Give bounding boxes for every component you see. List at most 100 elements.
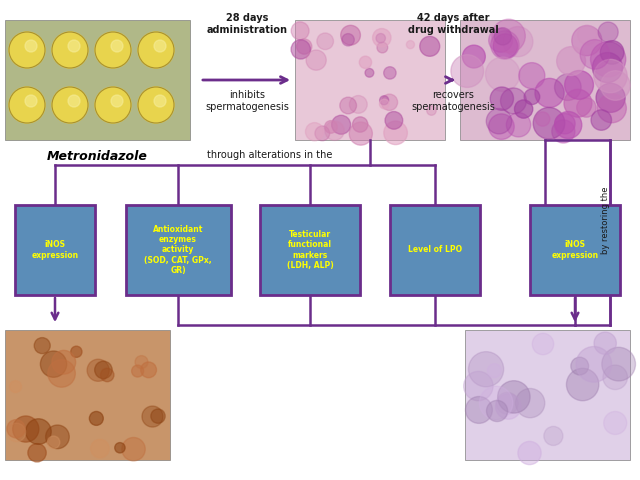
Circle shape bbox=[464, 372, 493, 401]
Circle shape bbox=[518, 442, 541, 465]
Text: iNOS
expression: iNOS expression bbox=[552, 240, 598, 260]
Circle shape bbox=[497, 392, 518, 414]
Circle shape bbox=[142, 406, 163, 427]
Circle shape bbox=[420, 36, 440, 56]
Circle shape bbox=[591, 42, 626, 77]
Circle shape bbox=[451, 55, 484, 87]
Circle shape bbox=[384, 67, 396, 79]
Circle shape bbox=[95, 361, 112, 379]
Circle shape bbox=[132, 365, 143, 377]
Circle shape bbox=[340, 97, 356, 114]
Circle shape bbox=[28, 444, 46, 462]
Circle shape bbox=[535, 78, 564, 108]
Circle shape bbox=[95, 87, 131, 123]
Circle shape bbox=[52, 32, 88, 68]
Circle shape bbox=[598, 22, 618, 42]
Circle shape bbox=[519, 62, 545, 89]
Circle shape bbox=[554, 74, 581, 100]
Circle shape bbox=[479, 386, 513, 420]
Circle shape bbox=[486, 108, 512, 134]
Text: spermatogenesis: spermatogenesis bbox=[205, 102, 289, 112]
Text: 28 days: 28 days bbox=[226, 13, 268, 23]
Bar bbox=[460, 20, 630, 140]
Circle shape bbox=[494, 28, 511, 45]
Circle shape bbox=[26, 419, 51, 444]
Circle shape bbox=[488, 364, 501, 378]
Circle shape bbox=[555, 111, 582, 139]
Bar bbox=[465, 330, 630, 460]
Circle shape bbox=[486, 57, 520, 91]
Circle shape bbox=[580, 40, 610, 69]
Circle shape bbox=[52, 87, 88, 123]
Circle shape bbox=[154, 95, 166, 107]
Circle shape bbox=[87, 359, 109, 381]
Circle shape bbox=[600, 41, 624, 64]
Circle shape bbox=[536, 112, 550, 126]
Circle shape bbox=[40, 351, 67, 377]
Circle shape bbox=[515, 100, 532, 118]
Circle shape bbox=[48, 360, 76, 387]
Circle shape bbox=[100, 368, 114, 382]
Bar bbox=[295, 20, 445, 140]
Circle shape bbox=[603, 365, 627, 390]
Circle shape bbox=[349, 122, 372, 145]
Circle shape bbox=[493, 34, 518, 58]
Circle shape bbox=[491, 31, 519, 59]
Circle shape bbox=[427, 106, 436, 115]
Circle shape bbox=[91, 439, 109, 458]
Circle shape bbox=[557, 47, 586, 75]
Circle shape bbox=[596, 84, 625, 112]
Circle shape bbox=[593, 52, 623, 83]
Circle shape bbox=[576, 347, 612, 382]
Circle shape bbox=[315, 126, 330, 141]
Circle shape bbox=[317, 33, 333, 49]
Circle shape bbox=[111, 40, 123, 52]
Circle shape bbox=[9, 87, 45, 123]
Circle shape bbox=[376, 34, 385, 43]
Circle shape bbox=[95, 32, 131, 68]
Circle shape bbox=[384, 121, 407, 144]
Circle shape bbox=[381, 94, 397, 110]
Circle shape bbox=[380, 96, 388, 105]
Circle shape bbox=[486, 400, 508, 421]
Circle shape bbox=[7, 423, 26, 442]
Circle shape bbox=[492, 19, 525, 53]
Text: Testicular
functional
markers
(LDH, ALP): Testicular functional markers (LDH, ALP) bbox=[287, 230, 333, 270]
Circle shape bbox=[488, 114, 514, 139]
Circle shape bbox=[385, 111, 403, 129]
Circle shape bbox=[555, 113, 575, 134]
Circle shape bbox=[151, 409, 165, 423]
Circle shape bbox=[564, 71, 593, 99]
Circle shape bbox=[490, 87, 513, 110]
Circle shape bbox=[564, 89, 592, 117]
Circle shape bbox=[325, 121, 344, 141]
Circle shape bbox=[25, 40, 37, 52]
Circle shape bbox=[468, 352, 504, 387]
Text: recovers: recovers bbox=[432, 90, 474, 100]
Circle shape bbox=[122, 437, 145, 461]
Text: iNOS
expression: iNOS expression bbox=[31, 240, 79, 260]
Circle shape bbox=[532, 333, 554, 355]
Circle shape bbox=[306, 50, 326, 70]
Bar bbox=[530, 205, 620, 295]
Circle shape bbox=[359, 56, 372, 69]
Circle shape bbox=[566, 368, 599, 401]
Circle shape bbox=[594, 60, 627, 93]
Circle shape bbox=[577, 98, 596, 117]
Circle shape bbox=[594, 332, 616, 354]
Circle shape bbox=[296, 39, 312, 54]
Circle shape bbox=[600, 71, 630, 100]
Text: by restoring the: by restoring the bbox=[600, 186, 609, 254]
Text: Antioxidant
enzymes
activity
(SOD, CAT, GPx,
GR): Antioxidant enzymes activity (SOD, CAT, … bbox=[144, 225, 212, 276]
Circle shape bbox=[138, 87, 174, 123]
Circle shape bbox=[305, 122, 324, 141]
Circle shape bbox=[465, 396, 492, 423]
Bar bbox=[5, 20, 190, 140]
Bar bbox=[5, 330, 170, 460]
Circle shape bbox=[552, 120, 575, 143]
Circle shape bbox=[533, 108, 565, 139]
Circle shape bbox=[500, 88, 526, 114]
Circle shape bbox=[138, 32, 174, 68]
Text: through alterations in the: through alterations in the bbox=[207, 150, 333, 160]
Circle shape bbox=[463, 45, 485, 68]
